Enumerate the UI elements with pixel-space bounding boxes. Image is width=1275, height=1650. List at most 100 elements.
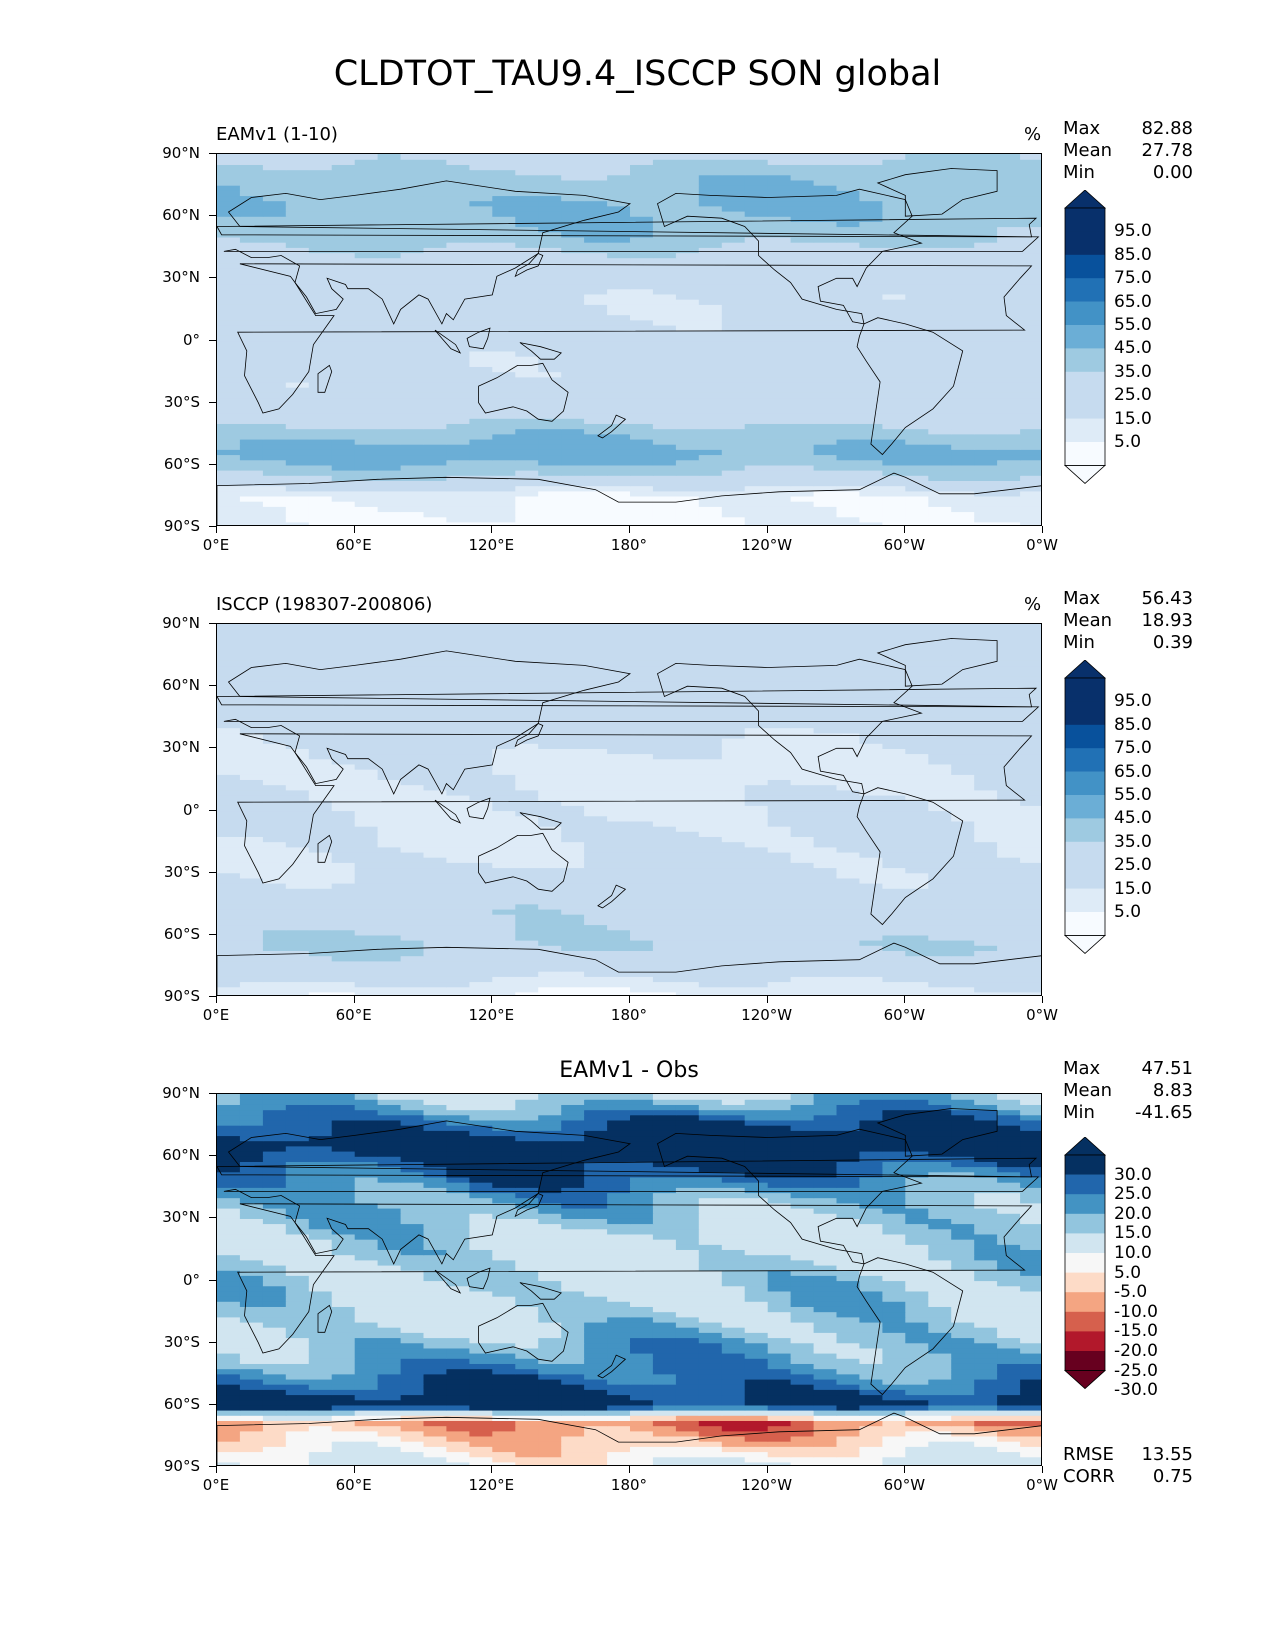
contour-cell xyxy=(813,190,838,197)
contour-cell xyxy=(217,174,241,181)
contour-cell xyxy=(974,738,998,744)
contour-cell xyxy=(423,293,447,300)
contour-cell xyxy=(285,722,310,729)
contour-cell xyxy=(400,185,425,191)
contour-cell xyxy=(882,242,906,248)
contour-cell xyxy=(675,521,700,525)
contour-cell xyxy=(698,929,723,936)
contour-cell xyxy=(423,732,447,739)
contour-cell xyxy=(400,727,425,734)
contour-cell xyxy=(767,330,792,336)
contour-cell xyxy=(239,366,264,373)
contour-cell xyxy=(630,392,654,399)
contour-cell xyxy=(813,268,838,274)
contour-cell xyxy=(630,960,654,967)
colorbar-segment xyxy=(1065,301,1105,326)
contour-cell xyxy=(974,511,998,518)
contour-cell xyxy=(584,475,608,481)
contour-cell xyxy=(721,262,746,269)
contour-cell xyxy=(239,732,264,739)
contour-cell xyxy=(698,387,723,393)
contour-cell xyxy=(262,216,287,222)
contour-cell xyxy=(285,231,310,238)
contour-cell xyxy=(813,402,838,409)
contour-cell xyxy=(262,418,287,424)
contour-cell xyxy=(492,299,516,305)
contour-cell xyxy=(836,242,860,248)
contour-cell xyxy=(813,883,838,889)
contour-cell xyxy=(538,670,562,677)
contour-cell xyxy=(698,174,723,181)
contour-cell xyxy=(882,350,906,357)
contour-cell xyxy=(538,960,562,967)
contour-cell xyxy=(262,340,287,347)
contour-cell xyxy=(882,268,906,274)
contour-cell xyxy=(813,815,838,822)
contour-cell xyxy=(423,971,447,977)
contour-cell xyxy=(974,366,998,373)
contour-cell xyxy=(675,283,700,290)
contour-cell xyxy=(882,325,906,331)
contour-cell xyxy=(285,174,310,181)
contour-cell xyxy=(905,706,929,713)
contour-cell xyxy=(400,226,425,233)
contour-cell xyxy=(859,857,883,863)
contour-cell xyxy=(813,965,838,972)
contour-cell xyxy=(974,392,998,399)
contour-cell xyxy=(1020,888,1041,894)
contour-cell xyxy=(951,423,975,430)
contour-cell xyxy=(285,696,310,703)
contour-cell xyxy=(400,867,425,874)
contour-cell xyxy=(377,763,402,770)
contour-cell xyxy=(813,986,838,993)
contour-cell xyxy=(859,211,883,217)
contour-cell xyxy=(400,444,425,450)
contour-cell xyxy=(767,877,792,884)
y-tick xyxy=(209,153,216,154)
contour-cell xyxy=(538,872,562,879)
contour-cell xyxy=(744,278,769,285)
contour-cell xyxy=(607,340,631,347)
contour-cell xyxy=(744,293,769,300)
contour-cell xyxy=(813,314,838,321)
contour-cell xyxy=(1020,914,1041,920)
contour-cell xyxy=(217,841,241,848)
contour-cell xyxy=(239,991,264,995)
contour-cell xyxy=(446,862,470,869)
contour-cell xyxy=(652,335,677,342)
contour-cell xyxy=(698,888,723,894)
contour-cell xyxy=(423,981,447,988)
contour-cell xyxy=(515,893,539,900)
contour-cell xyxy=(652,800,677,806)
contour-cell xyxy=(836,810,860,817)
contour-cell xyxy=(928,485,952,492)
contour-cell xyxy=(630,195,654,202)
contour-cell xyxy=(607,820,631,827)
contour-cell xyxy=(813,867,838,874)
contour-cell xyxy=(377,449,402,456)
contour-cell xyxy=(400,413,425,419)
contour-cell xyxy=(630,712,654,718)
contour-cell xyxy=(217,763,241,770)
contour-cell xyxy=(859,971,883,977)
contour-cell xyxy=(698,903,723,910)
contour-cell xyxy=(928,371,952,378)
contour-cell xyxy=(675,511,700,518)
contour-cell xyxy=(721,288,746,295)
contour-cell xyxy=(561,789,585,796)
contour-cell xyxy=(675,154,700,160)
contour-cell xyxy=(423,407,447,414)
contour-cell xyxy=(951,330,975,336)
contour-cell xyxy=(331,712,356,718)
contour-cell xyxy=(584,459,608,466)
contour-cell xyxy=(790,392,815,399)
coastline-uk xyxy=(217,217,1038,238)
contour-cell xyxy=(561,763,585,770)
contour-cell xyxy=(698,691,723,698)
contour-cell xyxy=(1020,945,1041,951)
contour-cell xyxy=(928,924,952,931)
contour-cell xyxy=(515,981,539,988)
contour-cell xyxy=(308,428,333,435)
contour-cell xyxy=(331,293,356,300)
contour-cell xyxy=(538,205,562,212)
